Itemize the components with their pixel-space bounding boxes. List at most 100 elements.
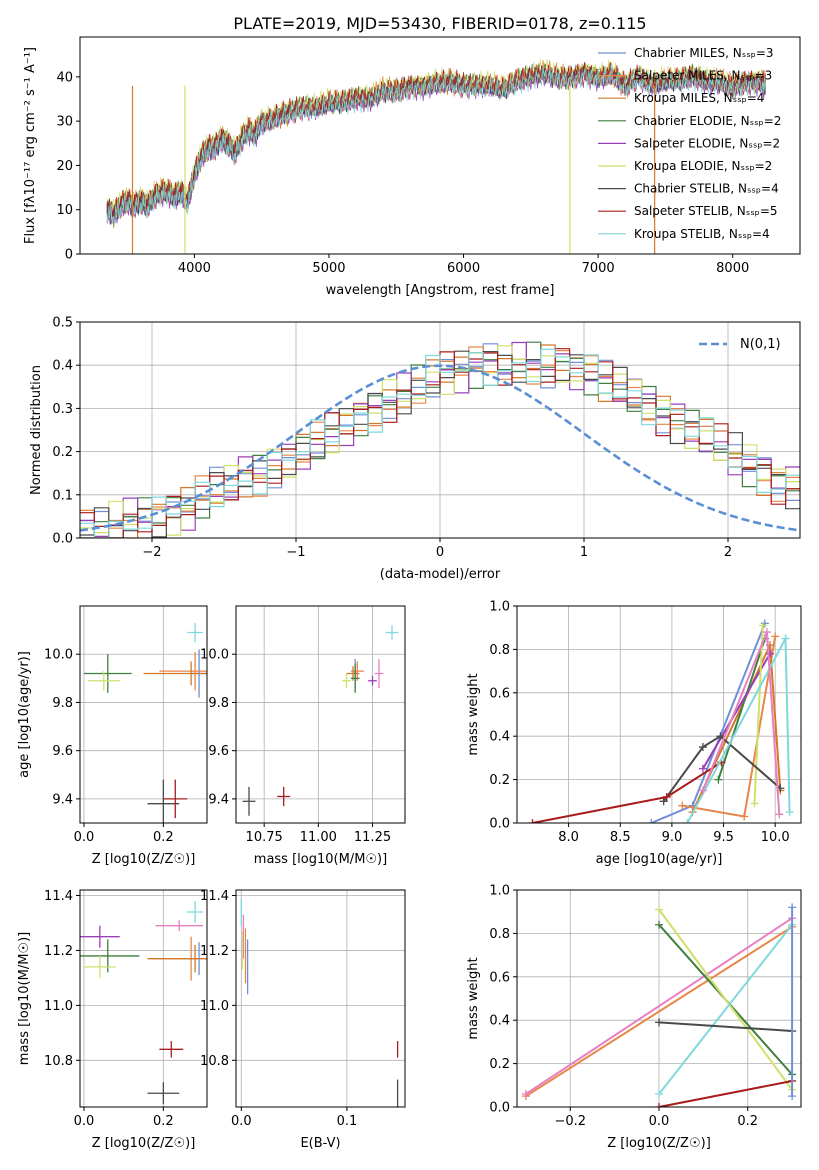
weight-line: [658, 908, 793, 1091]
x-tick-label: 0.0: [231, 1114, 252, 1129]
weight-marker: [716, 732, 725, 741]
weight-marker: [758, 621, 767, 630]
spectrum-panel: Chabrier MILES, Nₛₛₚ=3 Salpeter MILES, Nₛ…: [23, 36, 801, 298]
legend-entry: N(0,1): [740, 337, 781, 352]
y-tick-label: 9.6: [208, 744, 229, 759]
x-axis-label: wavelength [Angstrom, rest frame]: [326, 283, 555, 298]
legend-entry: Kroupa MILES, Nₛₛₚ=4: [634, 91, 764, 105]
spectrum-series-line: [106, 61, 767, 223]
weight-line: [753, 625, 764, 804]
weight-marker: [659, 797, 668, 806]
x-tick-label: 0.2: [737, 1114, 758, 1129]
spectrum-series-line: [106, 63, 767, 227]
axes-frame: [516, 605, 802, 824]
y-tick-label: 0.3: [52, 402, 73, 417]
y-tick-label: 0.4: [489, 730, 510, 745]
mass_weight_vs_Z-panel: −0.2 0.0 0.2 0.0 0.2 0.4 0.6 0.8 1.0 Z [log10(Z/Z…: [466, 884, 802, 1151]
weight-marker: [521, 1089, 530, 1098]
weight-marker: [785, 808, 794, 817]
y-tick-label: 9.8: [208, 696, 229, 711]
x-tick-label: 2: [724, 545, 732, 560]
y-tick-label: 10.0: [200, 648, 229, 663]
mass_weight_vs_age-marks: [528, 619, 794, 823]
y-tick-label: 0.0: [489, 1101, 510, 1116]
y-tick-label: 0.0: [489, 817, 510, 832]
y-axis-label: Flux [fλ10⁻¹⁷ erg cm⁻² s⁻¹ A⁻¹]: [23, 47, 38, 244]
weight-line: [702, 653, 771, 770]
x-tick-label: 6000: [447, 261, 480, 276]
y-axis-label: age [log10(age/yr)]: [17, 651, 32, 778]
weight-marker: [698, 786, 707, 795]
y-axis-label: mass weight: [466, 957, 481, 1039]
x-tick-label: 7000: [582, 261, 615, 276]
y-tick-label: 20: [56, 159, 73, 174]
y-tick-label: 0.4: [489, 1014, 510, 1029]
x-tick-label: 10.75: [246, 830, 283, 845]
x-tick-label: 9.5: [713, 830, 734, 845]
legend-entry: Salpeter MILES, Nₛₛₚ=3: [634, 69, 772, 83]
weight-marker: [788, 1092, 797, 1101]
weight-marker: [655, 920, 663, 929]
weight-marker: [698, 743, 707, 752]
y-tick-label: 0.8: [489, 643, 510, 658]
x-tick-label: −2: [142, 545, 161, 560]
y-tick-label: 0.2: [489, 1057, 510, 1072]
axes-frame: [79, 605, 208, 824]
x-tick-label: −0.2: [554, 1114, 586, 1129]
y-tick-label: 0.5: [52, 316, 73, 331]
legend-entry: Chabrier MILES, Nₛₛₚ=3: [634, 46, 774, 60]
y-tick-label: 0: [65, 248, 73, 263]
axes-frame: [235, 889, 406, 1108]
x-tick-label: 9.0: [662, 830, 683, 845]
y-tick-label: 0.8: [489, 927, 510, 942]
x-tick-label: 8000: [716, 261, 749, 276]
y-tick-label: 11.2: [200, 944, 229, 959]
x-tick-label: 11.25: [354, 830, 391, 845]
gaussian-curve: [80, 364, 800, 532]
weight-line: [717, 638, 766, 780]
y-tick-label: 9.4: [52, 792, 73, 807]
residuals-marks: [80, 341, 800, 538]
y-tick-label: 0.0: [52, 532, 73, 547]
age_vs_Z-marks: [83, 622, 207, 823]
age_vs_Z-panel: 0.0 0.2 9.4 9.6 9.8 10.0 Z [log10(Z/Z☉)] age [l…: [17, 605, 208, 867]
y-tick-label: 9.4: [208, 792, 229, 807]
weight-marker: [740, 812, 749, 821]
weight-marker: [771, 632, 780, 641]
weight-line: [658, 1080, 793, 1107]
mass_vs_ebv-marks: [240, 898, 399, 1107]
y-tick-label: 10: [56, 203, 73, 218]
y-axis-label: mass weight: [466, 673, 481, 755]
x-tick-label: 10.0: [761, 830, 790, 845]
weight-marker: [655, 1103, 663, 1107]
y-axis-label: mass [log10(M/M☉)]: [17, 932, 32, 1065]
y-tick-label: 11.0: [44, 999, 73, 1014]
residuals-panel: N(0,1) −2 −1 0 1 2 0.0 0.1 0.2 0.3 0.4 0.5 (data-mod…: [29, 316, 801, 582]
x-tick-label: 0.0: [74, 1114, 95, 1129]
y-axis-label: Normed distribution: [29, 365, 44, 495]
x-tick-label: 0.2: [153, 1114, 174, 1129]
x-tick-label: 1: [580, 545, 588, 560]
legend-entry: Chabrier STELIB, Nₛₛₚ=4: [634, 182, 779, 196]
age_vs_mass-marks: [242, 625, 399, 816]
y-tick-label: 1.0: [489, 884, 510, 899]
x-tick-label: 8.5: [610, 830, 631, 845]
legend-entry: Chabrier ELODIE, Nₛₛₚ=2: [634, 114, 781, 128]
x-tick-label: 0: [436, 545, 444, 560]
x-tick-label: 11.00: [300, 830, 337, 845]
weight-line: [658, 1021, 793, 1032]
mass_weight_vs_Z-marks: [521, 903, 797, 1107]
x-axis-label: (data-model)/error: [380, 567, 501, 582]
legend-entry: Kroupa ELODIE, Nₛₛₚ=2: [634, 159, 772, 173]
y-tick-label: 11.4: [200, 889, 229, 904]
x-tick-label: 0.2: [153, 830, 174, 845]
y-tick-label: 10.0: [44, 648, 73, 663]
y-tick-label: 9.6: [52, 744, 73, 759]
axes-frame: [79, 889, 208, 1108]
figure-title: PLATE=2019, MJD=53430, FIBERID=0178, z=0…: [233, 14, 646, 33]
mass_vs_ebv-panel: 0.0 0.1 10.8 11.0 11.2 11.4 E(B-V): [200, 889, 406, 1151]
x-axis-label: Z [log10(Z/Z☉)]: [92, 852, 196, 867]
mass_weight_vs_age-panel: 8.0 8.5 9.0 9.5 10.0 0.0 0.2 0.4 0.6 0.8 1.0 age [l…: [466, 600, 802, 867]
weight-marker: [683, 819, 692, 823]
x-tick-label: 0.0: [649, 1114, 670, 1129]
